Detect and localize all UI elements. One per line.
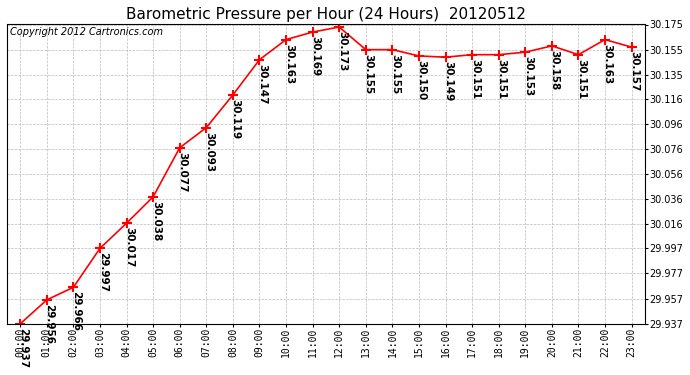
Text: 29.956: 29.956: [45, 304, 55, 344]
Text: 30.119: 30.119: [230, 99, 241, 139]
Text: 30.149: 30.149: [443, 62, 453, 102]
Text: 30.151: 30.151: [576, 59, 586, 99]
Text: 30.150: 30.150: [417, 60, 426, 100]
Text: 30.038: 30.038: [151, 201, 161, 241]
Text: 30.163: 30.163: [603, 44, 613, 84]
Title: Barometric Pressure per Hour (24 Hours)  20120512: Barometric Pressure per Hour (24 Hours) …: [126, 7, 526, 22]
Text: 29.997: 29.997: [98, 252, 108, 292]
Text: 30.173: 30.173: [337, 31, 347, 72]
Text: 30.155: 30.155: [364, 54, 373, 94]
Text: 30.163: 30.163: [284, 44, 294, 84]
Text: 30.169: 30.169: [310, 36, 320, 76]
Text: 30.147: 30.147: [257, 64, 267, 104]
Text: 30.158: 30.158: [550, 50, 560, 90]
Text: 29.966: 29.966: [71, 291, 81, 332]
Text: 30.155: 30.155: [390, 54, 400, 94]
Text: 29.937: 29.937: [18, 328, 28, 368]
Text: 30.157: 30.157: [629, 51, 640, 92]
Text: Copyright 2012 Cartronics.com: Copyright 2012 Cartronics.com: [10, 27, 163, 38]
Text: 30.077: 30.077: [177, 152, 188, 192]
Text: 30.151: 30.151: [470, 59, 480, 99]
Text: 30.151: 30.151: [497, 59, 506, 99]
Text: 30.153: 30.153: [523, 56, 533, 97]
Text: 30.093: 30.093: [204, 132, 214, 172]
Text: 30.017: 30.017: [124, 227, 135, 268]
